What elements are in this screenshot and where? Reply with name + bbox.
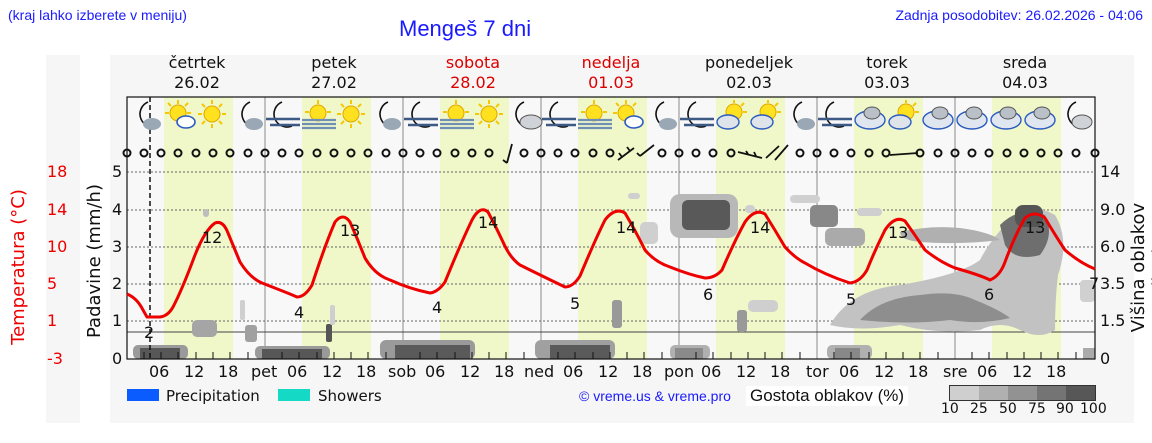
x-tick: 12 bbox=[460, 362, 481, 381]
cloud-tick-3-5: 3.5 bbox=[1100, 274, 1126, 293]
temp-max-label-tue: 13 bbox=[888, 223, 909, 242]
temp-max-label-sat: 14 bbox=[478, 213, 499, 232]
showers-swatch bbox=[278, 389, 310, 401]
day-label-thursday: četrtek 26.02 bbox=[168, 53, 226, 92]
temp-max-label-mon: 14 bbox=[750, 218, 771, 237]
cloud-tick-1-5: 1.5 bbox=[1100, 311, 1126, 330]
x-tick: pon bbox=[664, 362, 695, 381]
credit-link[interactable]: © vreme.us & vreme.pro bbox=[579, 388, 731, 404]
precipitation-legend-label: Precipitation bbox=[166, 387, 260, 405]
wind-row bbox=[122, 148, 1100, 158]
x-tick: ned bbox=[524, 362, 555, 381]
temp-tick-neg3: -3 bbox=[47, 349, 63, 368]
day-label-saturday: sobota 28.02 bbox=[445, 53, 501, 92]
temp-min-label-sun: 5 bbox=[570, 294, 581, 313]
cloud-tick-0: 0 bbox=[1100, 349, 1111, 368]
x-tick: 18 bbox=[632, 362, 653, 381]
day-label-tuesday: torek 03.03 bbox=[864, 53, 910, 92]
x-tick: 12 bbox=[322, 362, 343, 381]
x-tick: 06 bbox=[287, 362, 308, 381]
temp-max-label-thu: 12 bbox=[202, 228, 223, 247]
x-axis-ticks bbox=[143, 352, 1077, 359]
density-tick: 100 bbox=[1080, 401, 1107, 417]
x-tick: 06 bbox=[563, 362, 584, 381]
x-tick: 12 bbox=[184, 362, 205, 381]
x-tick: 06 bbox=[839, 362, 860, 381]
x-tick: 18 bbox=[908, 362, 929, 381]
x-tick: 12 bbox=[598, 362, 619, 381]
x-tick: pet bbox=[251, 362, 278, 381]
x-tick: 18 bbox=[356, 362, 377, 381]
x-tick: 18 bbox=[494, 362, 515, 381]
page-title: Mengeš 7 dni bbox=[399, 16, 532, 41]
density-tick: 75 bbox=[1028, 401, 1046, 417]
menu-hint: (kraj lahko izberete v meniju) bbox=[8, 7, 187, 23]
precip-tick-5: 5 bbox=[112, 162, 123, 181]
temp-max-label-fri: 13 bbox=[340, 221, 361, 240]
last-update: Zadnja posodobitev: 26.02.2026 - 04:06 bbox=[895, 7, 1143, 23]
x-tick: 12 bbox=[1012, 362, 1033, 381]
cloud-tick-9: 9.0 bbox=[1100, 200, 1126, 219]
temp-min-label-thu: 2 bbox=[144, 323, 155, 342]
temp-tick-5: 5 bbox=[47, 274, 58, 293]
temp-min-label-wed: 6 bbox=[984, 285, 995, 304]
x-tick: 06 bbox=[149, 362, 170, 381]
x-tick: 18 bbox=[218, 362, 239, 381]
precip-tick-1: 1 bbox=[112, 311, 123, 330]
precip-tick-0: 0 bbox=[112, 349, 123, 368]
showers-legend-label: Showers bbox=[318, 387, 382, 405]
temp-max-label-sun: 14 bbox=[616, 218, 637, 237]
x-tick: 12 bbox=[874, 362, 895, 381]
temp-end-label: 7 bbox=[1089, 274, 1100, 293]
precip-tick-4: 4 bbox=[112, 200, 123, 219]
temp-min-label-mon: 6 bbox=[703, 285, 714, 304]
cloud-density-colorbar bbox=[949, 385, 1096, 401]
temp-tick-1: 1 bbox=[47, 311, 58, 330]
temperature-line bbox=[126, 208, 1096, 319]
density-tick: 25 bbox=[970, 401, 988, 417]
temp-max-label-wed: 13 bbox=[1025, 218, 1046, 237]
cloud-density-label: Gostota oblakov (%) bbox=[746, 386, 909, 406]
cloud-tick-6: 6.0 bbox=[1100, 237, 1126, 256]
day-label-friday: petek 27.02 bbox=[311, 53, 357, 92]
x-tick: 06 bbox=[701, 362, 722, 381]
x-tick: 06 bbox=[977, 362, 998, 381]
day-label-wednesday: sreda 04.03 bbox=[1002, 53, 1048, 92]
x-tick: sre bbox=[943, 362, 968, 381]
cloud-tick-14: 14 bbox=[1100, 162, 1121, 181]
x-tick: tor bbox=[806, 362, 829, 381]
wind-barbs bbox=[502, 143, 919, 164]
temp-tick-18: 18 bbox=[47, 162, 68, 181]
day-label-monday: ponedeljek 02.03 bbox=[705, 53, 793, 92]
x-tick: 06 bbox=[425, 362, 446, 381]
density-tick: 50 bbox=[999, 401, 1017, 417]
precip-tick-2: 2 bbox=[112, 274, 123, 293]
temp-min-label-sat: 4 bbox=[432, 298, 443, 317]
precipitation-swatch bbox=[127, 389, 159, 401]
density-tick: 10 bbox=[941, 401, 959, 417]
x-tick: 12 bbox=[736, 362, 757, 381]
temp-min-label-tue: 5 bbox=[846, 290, 857, 309]
left-panel bbox=[46, 55, 80, 423]
x-tick: 18 bbox=[1046, 362, 1067, 381]
x-tick: 18 bbox=[770, 362, 791, 381]
x-tick: sob bbox=[388, 362, 417, 381]
day-label-sunday: nedelja 01.03 bbox=[581, 53, 641, 92]
density-tick: 90 bbox=[1056, 401, 1074, 417]
temp-tick-10: 10 bbox=[47, 237, 68, 256]
weather-icons bbox=[139, 100, 1093, 130]
temp-tick-14: 14 bbox=[47, 200, 68, 219]
precip-tick-3: 3 bbox=[112, 237, 123, 256]
temp-min-label-fri: 4 bbox=[294, 303, 305, 322]
